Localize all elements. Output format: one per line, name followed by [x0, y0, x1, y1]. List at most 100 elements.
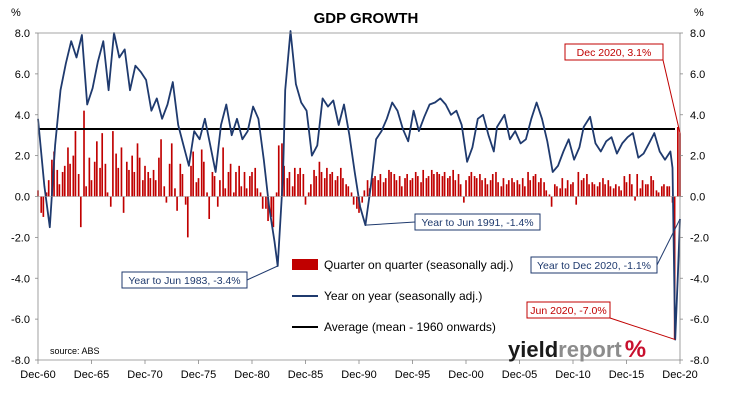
quarterly-bar — [329, 174, 331, 197]
quarterly-bar — [67, 147, 69, 197]
callout-box — [414, 213, 541, 231]
y-tick-label-left: -2.0 — [11, 232, 30, 244]
x-tick-label: Dec-85 — [288, 369, 323, 381]
quarterly-bar — [197, 178, 200, 197]
quarterly-bar — [502, 178, 505, 197]
quarterly-bar — [406, 174, 408, 197]
quarterly-bar — [425, 178, 428, 197]
quarterly-bar — [550, 196, 553, 207]
quarterly-bar — [420, 182, 422, 197]
quarterly-bar — [620, 190, 622, 197]
quarterly-bar — [51, 159, 53, 197]
quarterly-bar — [481, 180, 483, 197]
y-tick-label-right: -6.0 — [690, 314, 709, 326]
quarterly-bar — [507, 180, 510, 197]
quarterly-bar — [559, 188, 561, 197]
y-tick-label-right: 4.0 — [690, 110, 705, 122]
quarterly-bar — [486, 184, 489, 197]
quarterly-bar — [524, 186, 526, 197]
quarterly-bar — [342, 178, 344, 197]
quarterly-bar — [288, 171, 291, 197]
callout-leader — [662, 59, 681, 134]
quarterly-bar — [513, 182, 515, 197]
quarterly-bar — [361, 196, 364, 203]
quarterly-bar — [505, 184, 508, 197]
callout-label: Year to Jun 1983, -3.4% — [128, 275, 240, 287]
quarterly-bar — [495, 171, 497, 197]
quarterly-bar — [548, 194, 551, 197]
quarterly-bar — [479, 174, 481, 197]
quarterly-bar — [436, 171, 438, 197]
quarterly-bar — [128, 169, 130, 197]
quarterly-bar — [149, 178, 152, 197]
quarterly-bar — [388, 169, 390, 197]
quarterly-bar — [286, 178, 289, 197]
quarterly-bar — [235, 171, 237, 197]
quarterly-bar — [211, 171, 214, 197]
quarterly-bar — [452, 169, 454, 197]
y-tick-label-right: -8.0 — [690, 355, 709, 367]
quarterly-bar — [580, 180, 583, 197]
quarterly-bar — [58, 184, 61, 197]
quarterly-bar — [179, 163, 182, 197]
legend-label-average: Average (mean - 1960 onwards) — [324, 320, 496, 334]
quarterly-bar — [534, 174, 537, 197]
quarterly-bar — [96, 141, 98, 197]
quarterly-bar — [174, 188, 176, 197]
quarterly-bar — [195, 182, 198, 197]
callout-label: Year to Dec 2020, -1.1% — [537, 260, 651, 272]
x-tick-label: Dec-65 — [74, 369, 109, 381]
quarterly-bar — [61, 171, 64, 197]
quarterly-bar — [281, 143, 283, 197]
quarterly-bar — [229, 163, 232, 197]
callout-box — [121, 271, 248, 289]
callout-box — [530, 256, 658, 274]
quarterly-bar — [265, 196, 267, 209]
legend-swatch-quarterly — [292, 259, 318, 270]
quarterly-bar — [553, 184, 556, 197]
quarterly-bar — [339, 167, 342, 197]
quarterly-bar — [459, 184, 462, 197]
quarterly-bar — [372, 178, 374, 197]
quarterly-bar — [297, 174, 299, 197]
quarterly-bar — [384, 178, 387, 197]
quarterly-bar — [438, 174, 441, 197]
quarterly-bar — [639, 188, 642, 197]
quarterly-bar — [104, 163, 107, 197]
quarterly-bar — [243, 171, 246, 197]
quarterly-bar — [660, 186, 663, 197]
x-tick-label: Dec-95 — [395, 369, 430, 381]
quarterly-bar — [537, 182, 540, 197]
quarterly-bar — [465, 180, 467, 197]
quarterly-bar — [168, 163, 171, 197]
quarterly-bar — [144, 165, 146, 197]
quarterly-bar — [77, 174, 80, 197]
quarterly-bar — [433, 174, 435, 197]
quarterly-bar — [261, 196, 264, 209]
x-tick-label: Dec-00 — [448, 369, 483, 381]
quarterly-bar — [133, 171, 136, 197]
quarterly-bar — [602, 178, 604, 197]
y-tick-label-right: -4.0 — [690, 273, 709, 285]
quarterly-bar — [232, 192, 235, 197]
quarterly-bar — [374, 176, 376, 197]
y-axis-left: 8.0 6.0 4.0 2.0 0.0 -2.0 -4.0 -6.0 -8.0 — [11, 28, 38, 367]
quarterly-bar — [521, 178, 524, 197]
quarterly-bar — [170, 143, 173, 197]
quarterly-bar — [326, 167, 328, 197]
quarterly-bar — [45, 192, 48, 197]
quarterly-bar — [200, 149, 203, 197]
y-axis-right: 8.0 6.0 4.0 2.0 0.0 -2.0 -4.0 -6.0 -8.0 — [680, 28, 709, 367]
y-tick-label-left: -4.0 — [11, 273, 30, 285]
quarterly-bar — [245, 188, 248, 197]
x-tick-label: Dec-10 — [555, 369, 590, 381]
x-tick-label: Dec-90 — [341, 369, 376, 381]
quarterly-bar — [186, 196, 189, 238]
y-tick-label-left: 2.0 — [15, 151, 30, 163]
quarterly-bar — [390, 171, 392, 197]
quarterly-bar — [313, 169, 315, 197]
quarterly-bar — [99, 167, 101, 197]
legend: Quarter on quarter (seasonally adj.) Yea… — [292, 258, 513, 334]
quarterly-bar — [598, 182, 601, 197]
quarterly-bar — [666, 186, 668, 197]
